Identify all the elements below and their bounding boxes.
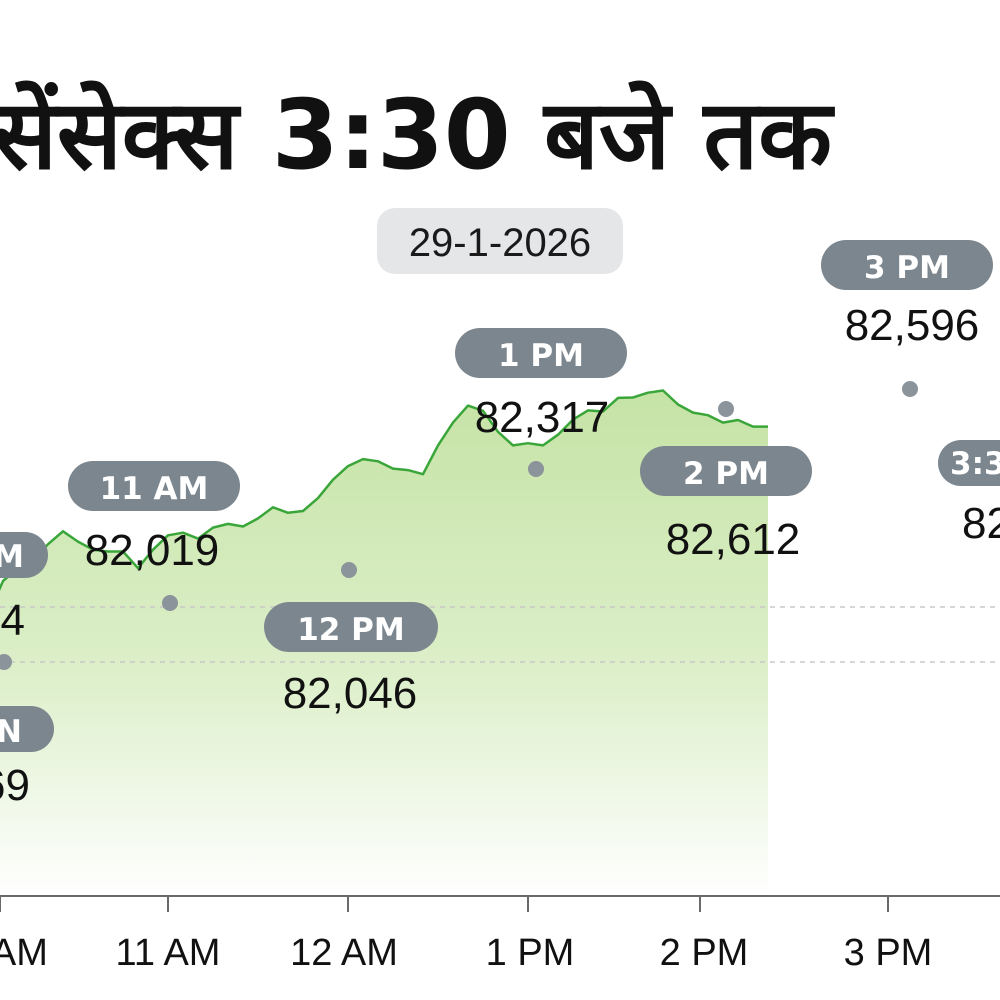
x-tick-label: 2 PM [660, 932, 749, 974]
sensex-value-label: 82,596 [845, 301, 980, 350]
time-pill [938, 440, 1000, 486]
time-marker-dot [902, 381, 918, 397]
x-tick-label: 12 AM [290, 932, 398, 974]
chart-title: सेंसेक्स 3:30 बजे तक [0, 79, 835, 191]
sensex-value-label: 4 [1, 596, 25, 645]
time-callout: 11 AM 82,019 [68, 461, 240, 575]
time-pill [0, 532, 48, 578]
date-pill-bg [377, 208, 623, 274]
time-marker-dot [162, 595, 178, 611]
x-tick-label: 10 AM [0, 932, 48, 974]
time-pill [640, 446, 812, 496]
x-tick-label: 11 AM [116, 932, 221, 974]
time-pill-label: 11 AM [100, 471, 209, 507]
time-callout: 1 PM 82,317 [455, 328, 627, 442]
time-pill-label: 2 PM [683, 456, 769, 492]
time-pill [0, 706, 54, 752]
date-label: 29-1-2026 [409, 221, 591, 265]
time-pill [264, 602, 438, 652]
time-pill-label: N [0, 714, 22, 750]
series-line [0, 389, 768, 591]
time-marker-dot [718, 401, 734, 417]
time-callout: 2 PM 82,612 [640, 446, 812, 564]
x-tick-label: 3 PM [844, 932, 933, 974]
time-marker-dot [341, 562, 357, 578]
time-pill [68, 461, 240, 511]
time-pill-label: 3:3 [950, 446, 1000, 482]
time-marker-dot [528, 461, 544, 477]
time-pill [821, 240, 993, 290]
sensex-value-label: 82,612 [666, 515, 801, 564]
sensex-value-label: 82,046 [283, 669, 418, 718]
time-pill [455, 328, 627, 378]
sensex-value-label: 82,019 [85, 526, 220, 575]
sensex-value-label: 82,317 [475, 393, 610, 442]
sensex-value-label: 69 [0, 761, 30, 810]
time-pill-label: 3 PM [864, 250, 950, 286]
time-pill-label: 12 PM [297, 612, 405, 648]
time-callout: M4 [0, 532, 48, 645]
time-callout: N 69 [0, 706, 54, 810]
time-pill-label: M [0, 539, 24, 575]
sensex-value-label: 82 [962, 499, 1000, 548]
time-marker-dot [0, 654, 12, 670]
time-callout: 3 PM 82,596 [821, 240, 993, 350]
x-tick-label: 1 PM [486, 932, 575, 974]
time-callout: 12 PM 82,046 [264, 602, 438, 718]
time-callout: 3:382 [938, 440, 1000, 548]
time-pill-label: 1 PM [498, 338, 584, 374]
